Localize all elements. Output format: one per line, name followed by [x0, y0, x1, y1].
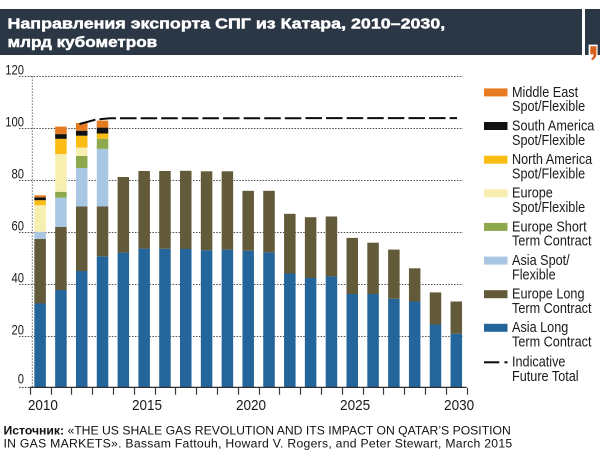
- svg-text:Future Total: Future Total: [512, 368, 579, 384]
- svg-text:South America: South America: [512, 118, 595, 134]
- svg-text:2015: 2015: [132, 397, 162, 413]
- svg-text:Asia Long: Asia Long: [512, 319, 568, 335]
- svg-text:2030: 2030: [444, 397, 474, 413]
- svg-text:2010: 2010: [28, 397, 58, 413]
- svg-text:Источник: «THE US SHALE GAS RE: Источник: «THE US SHALE GAS REVOLUTION A…: [4, 423, 511, 437]
- svg-text:Term Contract: Term Contract: [512, 233, 592, 249]
- svg-text:40: 40: [12, 270, 25, 285]
- svg-text:Asia Spot/: Asia Spot/: [512, 252, 570, 268]
- svg-text:Term Contract: Term Contract: [512, 300, 592, 316]
- svg-text:IN GAS MARKETS». Bassam Fattou: IN GAS MARKETS». Bassam Fattouh, Howard …: [4, 437, 513, 451]
- svg-text:Spot/Flexible: Spot/Flexible: [512, 98, 585, 114]
- svg-text:100: 100: [5, 114, 24, 129]
- svg-text:Spot/Flexible: Spot/Flexible: [512, 199, 585, 215]
- svg-text:Flexible: Flexible: [512, 267, 556, 283]
- svg-text:Middle East: Middle East: [512, 84, 578, 100]
- svg-text:2020: 2020: [236, 397, 266, 413]
- svg-text:North America: North America: [512, 151, 593, 167]
- svg-text:2025: 2025: [340, 397, 370, 413]
- svg-text:млрд кубометров: млрд кубометров: [8, 35, 158, 51]
- svg-text:Europe Short: Europe Short: [512, 219, 587, 235]
- svg-text:Europe Long: Europe Long: [512, 286, 585, 302]
- svg-text:Spot/Flexible: Spot/Flexible: [512, 132, 585, 148]
- svg-text:Indicative: Indicative: [512, 354, 565, 370]
- svg-text:60: 60: [12, 218, 25, 233]
- svg-text:Europe: Europe: [512, 185, 553, 201]
- svg-text:Направления экспорта СПГ из Ка: Направления экспорта СПГ из Катара, 2010…: [8, 16, 446, 32]
- svg-text:Spot/Flexible: Spot/Flexible: [512, 166, 585, 182]
- svg-text:Term Contract: Term Contract: [512, 334, 592, 350]
- svg-text:0: 0: [18, 371, 24, 386]
- svg-text:80: 80: [12, 166, 25, 181]
- svg-text:20: 20: [12, 322, 25, 337]
- svg-text:120: 120: [5, 62, 24, 77]
